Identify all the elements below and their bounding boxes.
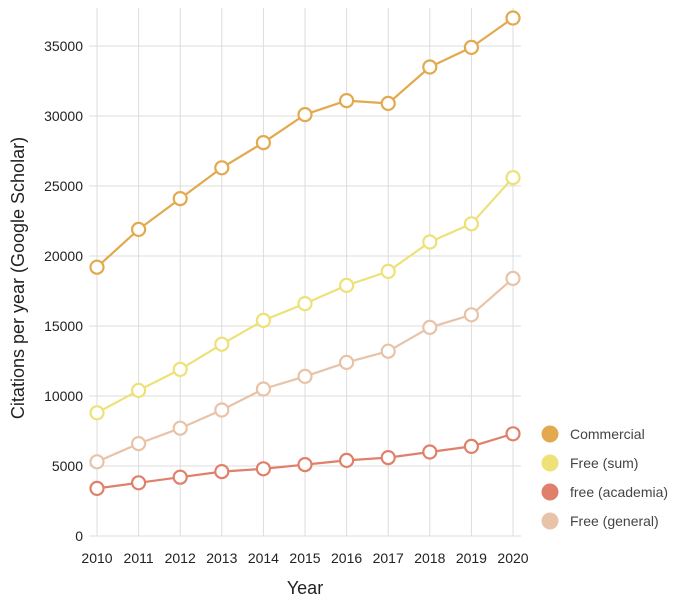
data-point (297, 106, 313, 123)
data-point (89, 454, 105, 470)
data-point (131, 475, 147, 491)
y-tick-label: 20000 (44, 248, 83, 264)
x-tick-label: 2016 (331, 550, 362, 566)
legend-swatch (541, 483, 559, 501)
data-point (131, 436, 147, 452)
data-point (255, 461, 271, 477)
data-point (89, 405, 105, 421)
data-point (463, 438, 479, 454)
x-tick-label: 2015 (289, 550, 320, 566)
x-tick-label: 2019 (456, 550, 487, 566)
legend-item: Free (general) (541, 512, 659, 530)
x-axis-ticks: 2010 2011 2012 2013 2014 2015 2016 2017 2018 2019… (81, 550, 528, 566)
data-point (131, 221, 147, 237)
data-point (380, 343, 396, 359)
y-tick-label: 30000 (44, 108, 83, 124)
data-point (172, 361, 188, 377)
x-tick-label: 2010 (81, 550, 112, 566)
legend-swatch (541, 512, 559, 530)
legend-item: Commercial (541, 425, 645, 443)
data-point (380, 450, 396, 466)
data-point (89, 480, 105, 496)
data-point (297, 457, 313, 473)
legend-swatch (541, 425, 559, 443)
x-tick-label: 2017 (373, 550, 404, 566)
data-point (214, 160, 230, 176)
data-point (172, 420, 188, 436)
data-point (422, 444, 438, 460)
data-point (214, 464, 230, 480)
data-point (339, 277, 355, 293)
x-grid (96, 8, 514, 536)
x-tick-label: 2012 (165, 550, 196, 566)
data-point (131, 382, 147, 398)
data-point (422, 234, 438, 250)
legend-label: free (academia) (570, 484, 668, 500)
y-tick-label: 15000 (44, 318, 83, 334)
x-tick-label: 2011 (124, 550, 154, 566)
data-point (172, 469, 188, 485)
y-tick-label: 0 (75, 528, 83, 544)
data-point (339, 354, 355, 370)
data-point (422, 59, 438, 75)
series-0 (89, 10, 521, 275)
data-point (463, 216, 479, 232)
data-point (463, 39, 479, 56)
series-3 (89, 270, 521, 470)
series-1 (89, 170, 521, 421)
data-point (297, 368, 313, 384)
x-axis-title: Year (287, 578, 323, 597)
series-2 (89, 426, 521, 496)
data-point (505, 10, 521, 26)
y-tick-label: 35000 (44, 38, 83, 54)
data-point (339, 92, 355, 109)
x-tick-label: 2013 (206, 550, 237, 566)
data-point (255, 381, 271, 397)
y-tick-label: 5000 (52, 458, 83, 474)
data-point (380, 263, 396, 279)
data-point (214, 402, 230, 418)
data-point (255, 135, 271, 151)
x-tick-label: 2020 (497, 550, 528, 566)
y-tick-label: 10000 (44, 388, 83, 404)
data-point (172, 191, 188, 207)
data-point (297, 296, 313, 312)
legend-item: free (academia) (541, 483, 668, 501)
data-point (214, 336, 230, 352)
data-point (422, 319, 438, 335)
data-point (505, 170, 521, 186)
data-point (505, 270, 521, 286)
x-tick-label: 2018 (414, 550, 445, 566)
x-tick-label: 2014 (248, 550, 279, 566)
data-point (505, 426, 521, 442)
data-point (380, 95, 396, 112)
legend-item: Free (sum) (541, 454, 638, 472)
data-point (463, 307, 479, 323)
y-axis-title: Citations per year (Google Scholar) (8, 137, 28, 419)
legend-label: Commercial (570, 426, 645, 442)
data-point (255, 312, 271, 328)
legend-label: Free (sum) (570, 455, 638, 471)
y-axis-ticks: 0 5000 10000 15000 20000 25000 30000 35000 (44, 38, 83, 544)
legend-swatch (541, 454, 559, 472)
data-point (89, 259, 105, 275)
y-tick-label: 25000 (44, 178, 83, 194)
legend-label: Free (general) (570, 513, 659, 529)
legend: Commercial Free (sum) free (academia) Free … (541, 425, 668, 530)
series-layer (89, 10, 521, 496)
data-point (339, 452, 355, 468)
